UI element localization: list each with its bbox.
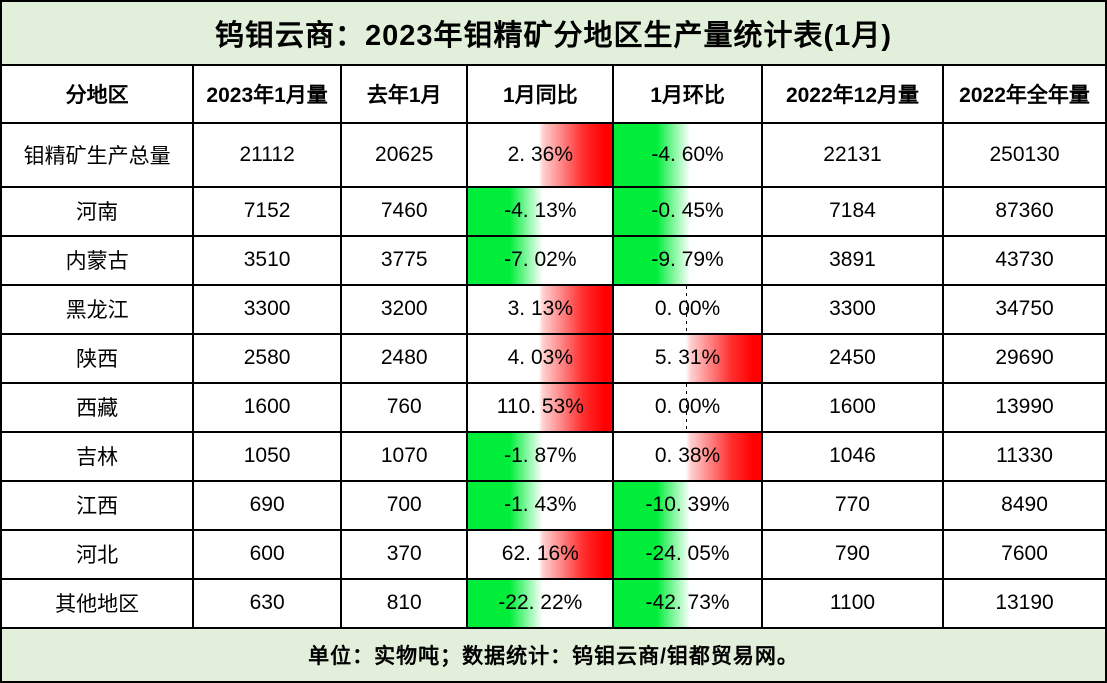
cell-mom-databar: -0. 45% — [612, 185, 763, 237]
cell-year2022: 43730 — [942, 234, 1107, 286]
cell-last-jan: 2480 — [339, 332, 469, 384]
cell-mom-databar: 0. 38% — [612, 430, 763, 482]
cell-mom-databar: -10. 39% — [612, 479, 763, 531]
cell-mom-databar: 0. 00% — [612, 283, 763, 335]
cell-jan2023: 1050 — [192, 430, 342, 482]
cell-last-jan: 20625 — [339, 122, 469, 188]
table-row: 其他地区 630 810 -22. 22% -42. 73% 1100 1319… — [0, 577, 1107, 630]
footer-note: 单位：实物吨；数据统计：钨钼云商/钼都贸易网。 — [0, 629, 1107, 683]
table-row: 钼精矿生产总量 21112 20625 2. 36% -4. 60% 22131… — [0, 122, 1107, 188]
cell-last-jan: 3775 — [339, 234, 469, 286]
cell-jan2023: 21112 — [192, 122, 342, 188]
cell-year2022: 13990 — [942, 381, 1107, 433]
cell-yoy-databar: -1. 87% — [466, 430, 615, 482]
cell-dec2022: 1600 — [760, 381, 945, 433]
cell-jan2023: 1600 — [192, 381, 342, 433]
cell-dec2022: 770 — [760, 479, 945, 531]
cell-jan2023: 3510 — [192, 234, 342, 286]
header-yoy: 1月同比 — [466, 64, 615, 124]
cell-last-jan: 3200 — [339, 283, 469, 335]
cell-dec2022: 22131 — [760, 122, 945, 188]
table-row: 吉林 1050 1070 -1. 87% 0. 38% 1046 11330 — [0, 430, 1107, 482]
cell-yoy-databar: -22. 22% — [466, 577, 615, 630]
cell-dec2022: 2450 — [760, 332, 945, 384]
cell-mom-databar: -24. 05% — [612, 528, 763, 580]
header-dec2022: 2022年12月量 — [760, 64, 945, 124]
cell-dec2022: 1100 — [760, 577, 945, 630]
header-region: 分地区 — [0, 64, 195, 124]
cell-region: 吉林 — [0, 430, 195, 482]
cell-dec2022: 1046 — [760, 430, 945, 482]
cell-mom-databar: -42. 73% — [612, 577, 763, 630]
table-row: 陕西 2580 2480 4. 03% 5. 31% 2450 29690 — [0, 332, 1107, 384]
cell-region: 陕西 — [0, 332, 195, 384]
cell-mom-databar: 0. 00% — [612, 381, 763, 433]
cell-region: 钼精矿生产总量 — [0, 122, 195, 188]
cell-jan2023: 600 — [192, 528, 342, 580]
cell-mom-databar: -4. 60% — [612, 122, 763, 188]
cell-last-jan: 760 — [339, 381, 469, 433]
cell-mom-databar: -9. 79% — [612, 234, 763, 286]
cell-dec2022: 7184 — [760, 185, 945, 237]
header-year2022: 2022年全年量 — [942, 64, 1107, 124]
cell-last-jan: 1070 — [339, 430, 469, 482]
cell-year2022: 13190 — [942, 577, 1107, 630]
cell-year2022: 8490 — [942, 479, 1107, 531]
cell-last-jan: 810 — [339, 577, 469, 630]
cell-year2022: 34750 — [942, 283, 1107, 335]
production-table: 分地区 2023年1月量 去年1月 1月同比 1月环比 2022年12月量 20… — [0, 64, 1107, 630]
cell-dec2022: 3300 — [760, 283, 945, 335]
cell-year2022: 7600 — [942, 528, 1107, 580]
cell-yoy-databar: -4. 13% — [466, 185, 615, 237]
cell-dec2022: 790 — [760, 528, 945, 580]
cell-yoy-databar: -7. 02% — [466, 234, 615, 286]
cell-year2022: 29690 — [942, 332, 1107, 384]
cell-jan2023: 690 — [192, 479, 342, 531]
table-row: 黑龙江 3300 3200 3. 13% 0. 00% 3300 34750 — [0, 283, 1107, 335]
header-mom: 1月环比 — [612, 64, 763, 124]
cell-last-jan: 7460 — [339, 185, 469, 237]
cell-yoy-databar: 2. 36% — [466, 122, 615, 188]
cell-region: 黑龙江 — [0, 283, 195, 335]
cell-region: 河北 — [0, 528, 195, 580]
table-row: 内蒙古 3510 3775 -7. 02% -9. 79% 3891 43730 — [0, 234, 1107, 286]
header-jan2023: 2023年1月量 — [192, 64, 342, 124]
table-row: 河南 7152 7460 -4. 13% -0. 45% 7184 87360 — [0, 185, 1107, 237]
header-row: 分地区 2023年1月量 去年1月 1月同比 1月环比 2022年12月量 20… — [0, 64, 1107, 124]
cell-yoy-databar: 4. 03% — [466, 332, 615, 384]
header-last-jan: 去年1月 — [339, 64, 469, 124]
cell-dec2022: 3891 — [760, 234, 945, 286]
cell-region: 其他地区 — [0, 577, 195, 630]
cell-jan2023: 2580 — [192, 332, 342, 384]
cell-year2022: 250130 — [942, 122, 1107, 188]
table-row: 河北 600 370 62. 16% -24. 05% 790 7600 — [0, 528, 1107, 580]
table-row: 西藏 1600 760 110. 53% 0. 00% 1600 13990 — [0, 381, 1107, 433]
cell-year2022: 87360 — [942, 185, 1107, 237]
cell-region: 西藏 — [0, 381, 195, 433]
cell-jan2023: 630 — [192, 577, 342, 630]
cell-mom-databar: 5. 31% — [612, 332, 763, 384]
cell-yoy-databar: 110. 53% — [466, 381, 615, 433]
page-title: 钨钼云商：2023年钼精矿分地区生产量统计表(1月) — [0, 0, 1107, 64]
cell-region: 河南 — [0, 185, 195, 237]
cell-yoy-databar: 62. 16% — [466, 528, 615, 580]
table-body: 钼精矿生产总量 21112 20625 2. 36% -4. 60% 22131… — [0, 122, 1107, 630]
cell-yoy-databar: -1. 43% — [466, 479, 615, 531]
cell-last-jan: 700 — [339, 479, 469, 531]
cell-region: 江西 — [0, 479, 195, 531]
cell-jan2023: 7152 — [192, 185, 342, 237]
cell-year2022: 11330 — [942, 430, 1107, 482]
cell-last-jan: 370 — [339, 528, 469, 580]
cell-yoy-databar: 3. 13% — [466, 283, 615, 335]
cell-region: 内蒙古 — [0, 234, 195, 286]
table-row: 江西 690 700 -1. 43% -10. 39% 770 8490 — [0, 479, 1107, 531]
cell-jan2023: 3300 — [192, 283, 342, 335]
